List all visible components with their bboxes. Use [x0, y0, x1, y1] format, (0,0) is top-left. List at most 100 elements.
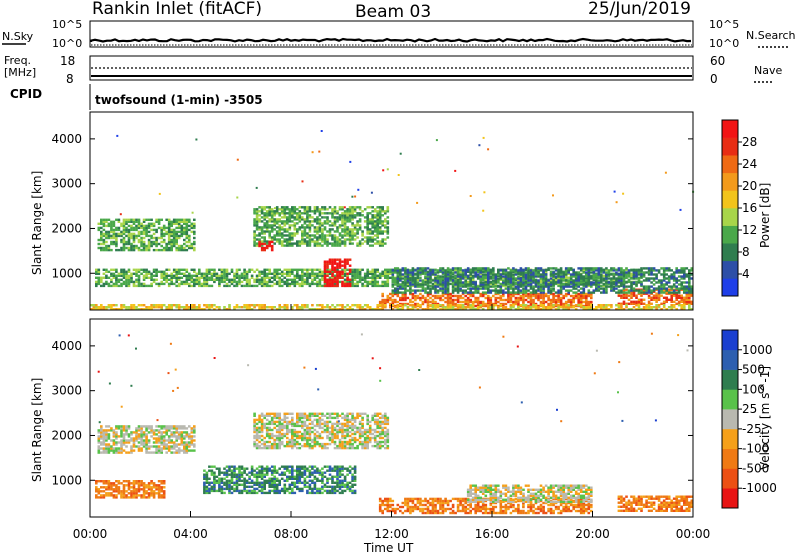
echo-cell: [125, 425, 128, 428]
echo-cell: [353, 274, 357, 277]
echo-cell: [441, 285, 445, 288]
echo-cell: [190, 274, 194, 277]
echo-cell: [620, 279, 623, 282]
echo-cell: [434, 268, 437, 271]
echo-cell: [107, 447, 111, 450]
echo-cell: [115, 240, 118, 244]
echo-cell: [343, 280, 347, 284]
echo-cell: [105, 447, 108, 450]
echo-cell: [592, 278, 596, 281]
echo-cell: [341, 268, 344, 271]
echo-cell: [313, 236, 317, 239]
echo-cell: [321, 224, 324, 227]
echo-cell: [253, 208, 256, 211]
echo-cell: [446, 300, 450, 304]
echo-cell: [311, 210, 314, 213]
echo-cell: [115, 242, 118, 246]
echo-cell: [574, 283, 578, 286]
echo-cell: [502, 308, 505, 311]
echo-cell: [301, 308, 304, 311]
echo-cell: [341, 214, 344, 217]
echo-cell: [645, 289, 648, 292]
echo-cell: [647, 306, 651, 309]
echo-cell: [273, 242, 276, 245]
echo-cell: [318, 226, 322, 229]
echo-cell: [439, 269, 442, 272]
echo-cell: [260, 220, 264, 223]
echo-cell: [356, 304, 359, 307]
echo-cell: [381, 222, 384, 225]
echo-cell: [356, 212, 359, 215]
echo-cell: [652, 298, 656, 301]
echo-cell: [270, 214, 274, 217]
echo-cell: [328, 280, 332, 284]
echo-cell: [127, 224, 131, 228]
echo-cell: [100, 238, 103, 242]
echo-cell: [230, 270, 234, 273]
echo-cell: [464, 306, 467, 309]
echo-cell: [381, 238, 384, 241]
echo-cell: [248, 308, 251, 311]
echo-cell: [683, 275, 686, 278]
echo-cell: [145, 276, 148, 279]
echo-cell: [564, 276, 568, 279]
echo-cell: [645, 285, 648, 288]
echo-cell: [333, 306, 337, 309]
echo-cell: [537, 289, 540, 292]
echo-cell: [534, 308, 538, 311]
echo-cell: [399, 291, 402, 294]
echo-cell: [479, 278, 482, 281]
echo-cell: [434, 308, 437, 311]
echo-cell: [230, 278, 234, 281]
echo-cell: [406, 281, 410, 284]
echo-cell: [348, 214, 352, 217]
echo-cell: [642, 287, 646, 290]
echo-cell: [391, 291, 395, 294]
echo-cell: [170, 246, 173, 250]
echo-cell: [336, 220, 339, 223]
echo-cell: [147, 272, 151, 275]
echo-cell: [358, 208, 362, 211]
echo-cell: [487, 287, 490, 290]
echo-cell: [612, 275, 616, 278]
echo-cell: [167, 242, 171, 246]
echo-cell: [323, 266, 327, 269]
echo-cell: [424, 283, 427, 286]
echo-cell: [615, 291, 618, 294]
echo-cell: [120, 246, 123, 250]
echo-cell: [183, 272, 186, 275]
echo-cell: [376, 236, 379, 239]
echo-cell: [321, 308, 324, 311]
echo-cell: [112, 304, 116, 307]
echo-cell: [318, 218, 322, 221]
echo-cell: [667, 288, 671, 291]
echo-cell: [416, 267, 420, 270]
echo-cell: [597, 273, 601, 276]
echo-cell: [152, 270, 156, 273]
echo-cell: [112, 272, 116, 275]
echo-cell: [265, 220, 269, 223]
echo-cell: [557, 306, 560, 309]
echo-cell: [366, 224, 369, 227]
echo-cell: [273, 268, 276, 271]
echo-cell: [117, 280, 121, 284]
echo-cell: [539, 280, 543, 284]
echo-cell: [122, 242, 126, 246]
echo-cell: [278, 308, 281, 311]
echo-cell: [487, 273, 490, 276]
echo-cell: [492, 294, 495, 298]
echo-cell: [318, 236, 322, 239]
echo-cell: [607, 282, 611, 286]
echo-cell: [265, 212, 269, 215]
echo-cell: [688, 279, 691, 282]
echo-cell: [198, 306, 201, 309]
echo-cell: [675, 267, 678, 270]
echo-cell: [308, 272, 312, 275]
echo-cell: [107, 230, 111, 234]
echo-cell: [348, 228, 352, 231]
echo-cell: [479, 277, 482, 280]
echo-cell: [622, 285, 626, 288]
echo-cell: [688, 289, 691, 292]
echo-cell: [112, 232, 116, 236]
echo-cell: [484, 269, 488, 272]
